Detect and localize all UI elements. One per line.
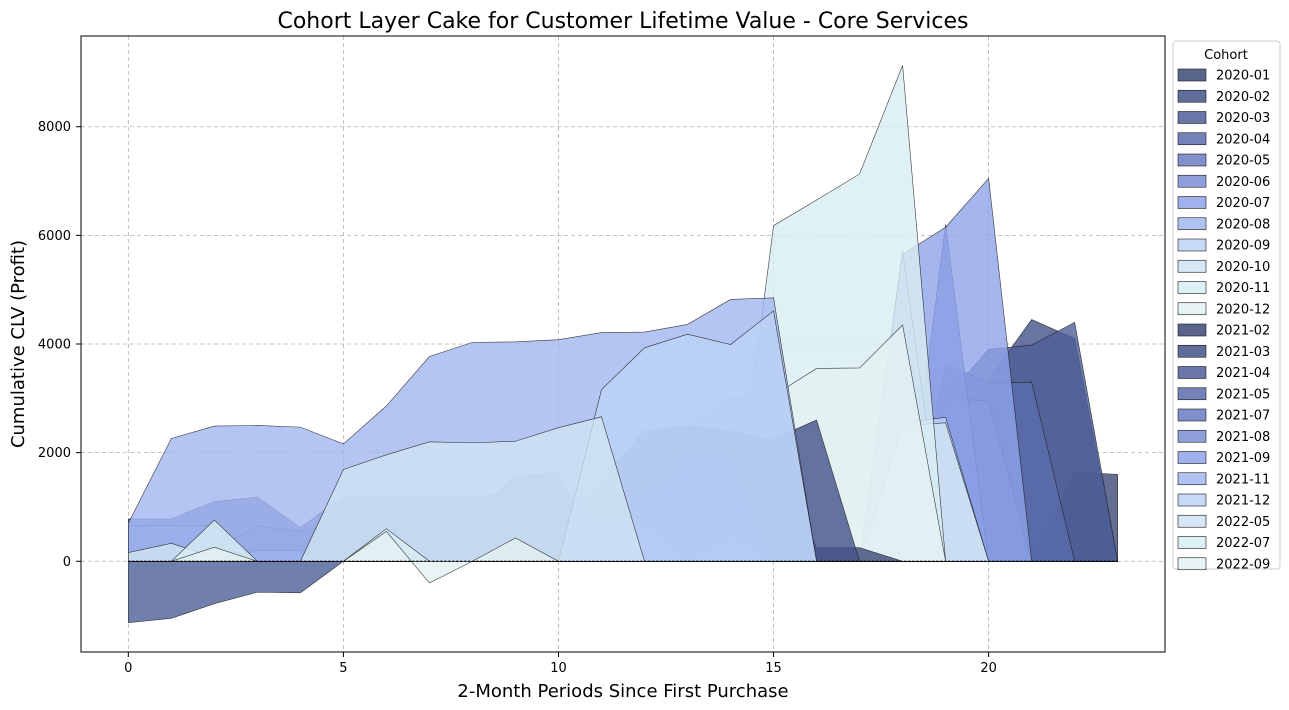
- legend-item-2020-10: 2020-10: [1177, 259, 1270, 275]
- y-tick-label: 8000: [38, 120, 71, 135]
- legend-label: 2021-07: [1216, 409, 1270, 424]
- area-series: [128, 65, 1119, 623]
- legend-item-2020-11: 2020-11: [1177, 281, 1270, 296]
- legend-label: 2022-09: [1216, 557, 1270, 572]
- legend-swatch: [1177, 472, 1207, 486]
- legend-swatch: [1177, 366, 1207, 379]
- legend-label: 2020-05: [1216, 154, 1270, 169]
- legend-label: 2020-03: [1216, 111, 1270, 126]
- legend-swatch: [1177, 217, 1207, 231]
- legend-item-2020-03: 2020-03: [1177, 111, 1270, 126]
- legend-item-2020-02: 2020-02: [1177, 89, 1270, 105]
- legend-swatch: [1177, 153, 1207, 167]
- legend-label: 2020-09: [1216, 239, 1270, 254]
- chart-title: Cohort Layer Cake for Customer Lifetime …: [277, 9, 968, 34]
- legend-label: 2020-01: [1216, 69, 1270, 84]
- legend-label: 2022-07: [1216, 536, 1270, 551]
- y-tick-label: 0: [63, 555, 71, 570]
- axis-ticks: 0 5 10 15 20 0 2000 4000 6000 8000: [38, 120, 997, 676]
- legend-item-2020-01: 2020-01: [1177, 68, 1270, 84]
- legend-label: 2021-08: [1216, 430, 1270, 445]
- legend-item-2021-04: 2021-04: [1177, 366, 1270, 381]
- legend-swatch: [1177, 89, 1207, 103]
- legend: Cohort 2020-012020-022020-032020-042020-…: [1172, 40, 1281, 572]
- legend-label: 2020-10: [1216, 260, 1270, 275]
- legend-label: 2021-05: [1216, 387, 1270, 402]
- legend-swatch: [1177, 387, 1207, 401]
- legend-item-2021-07: 2021-07: [1177, 408, 1270, 424]
- legend-item-2020-06: 2020-06: [1177, 174, 1270, 190]
- legend-swatch: [1177, 238, 1207, 252]
- legend-item-2020-04: 2020-04: [1177, 132, 1270, 147]
- legend-swatch: [1177, 302, 1207, 316]
- legend-swatch: [1177, 429, 1207, 443]
- legend-swatch: [1177, 514, 1207, 528]
- legend-item-2020-07: 2020-07: [1177, 196, 1270, 211]
- legend-label: 2020-02: [1216, 90, 1270, 105]
- y-tick-label: 4000: [38, 338, 71, 353]
- legend-label: 2021-03: [1216, 345, 1270, 360]
- legend-swatch: [1177, 111, 1207, 124]
- y-tick-label: 6000: [38, 229, 71, 244]
- legend-swatch: [1177, 323, 1207, 337]
- legend-item-2022-05: 2022-05: [1177, 514, 1270, 530]
- legend-label: 2020-12: [1216, 302, 1270, 317]
- legend-label: 2020-08: [1216, 217, 1270, 232]
- legend-swatch: [1177, 259, 1207, 273]
- x-axis-title: 2-Month Periods Since First Purchase: [457, 681, 788, 702]
- legend-swatch: [1177, 408, 1207, 422]
- legend-swatch: [1177, 132, 1207, 146]
- legend-items: 2020-01 2020-02 2020-03 2020-04 2020-05 2020-…: [1177, 68, 1270, 572]
- legend-item-2021-11: 2021-11: [1177, 472, 1270, 487]
- legend-swatch: [1177, 196, 1207, 209]
- legend-label: 2021-04: [1216, 366, 1270, 381]
- legend-swatch: [1177, 557, 1207, 571]
- x-tick-label: 15: [765, 661, 782, 676]
- x-tick-label: 20: [980, 661, 997, 676]
- legend-swatch: [1177, 493, 1207, 507]
- x-tick-label: 5: [339, 661, 347, 676]
- legend-item-2021-03: 2021-03: [1177, 344, 1270, 360]
- legend-item-2021-12: 2021-12: [1177, 493, 1270, 509]
- legend-title: Cohort: [1204, 48, 1248, 63]
- x-tick-label: 10: [550, 661, 567, 676]
- legend-label: 2020-04: [1216, 132, 1270, 147]
- legend-item-2020-09: 2020-09: [1177, 238, 1270, 254]
- legend-swatch: [1177, 281, 1207, 294]
- legend-item-2021-05: 2021-05: [1177, 387, 1270, 402]
- legend-label: 2021-09: [1216, 451, 1270, 466]
- legend-item-2021-02: 2021-02: [1177, 323, 1270, 339]
- legend-swatch: [1177, 536, 1207, 549]
- legend-label: 2020-06: [1216, 175, 1270, 190]
- legend-label: 2022-05: [1216, 515, 1270, 530]
- legend-label: 2021-11: [1216, 472, 1270, 487]
- legend-item-2020-08: 2020-08: [1177, 217, 1270, 232]
- legend-item-2020-12: 2020-12: [1177, 302, 1270, 317]
- y-tick-label: 2000: [38, 446, 71, 461]
- legend-swatch: [1177, 451, 1207, 464]
- x-tick-label: 0: [124, 661, 132, 676]
- legend-item-2021-09: 2021-09: [1177, 451, 1270, 466]
- legend-item-2022-09: 2022-09: [1177, 557, 1270, 572]
- legend-label: 2020-07: [1216, 196, 1270, 211]
- legend-item-2021-08: 2021-08: [1177, 429, 1270, 445]
- legend-item-2022-07: 2022-07: [1177, 536, 1270, 551]
- legend-label: 2021-02: [1216, 324, 1270, 339]
- legend-label: 2021-12: [1216, 494, 1270, 509]
- y-axis-title: Cumulative CLV (Profit): [8, 240, 29, 448]
- legend-label: 2020-11: [1216, 281, 1270, 296]
- legend-swatch: [1177, 174, 1207, 188]
- legend-item-2020-05: 2020-05: [1177, 153, 1270, 169]
- legend-swatch: [1177, 68, 1207, 82]
- legend-swatch: [1177, 344, 1207, 358]
